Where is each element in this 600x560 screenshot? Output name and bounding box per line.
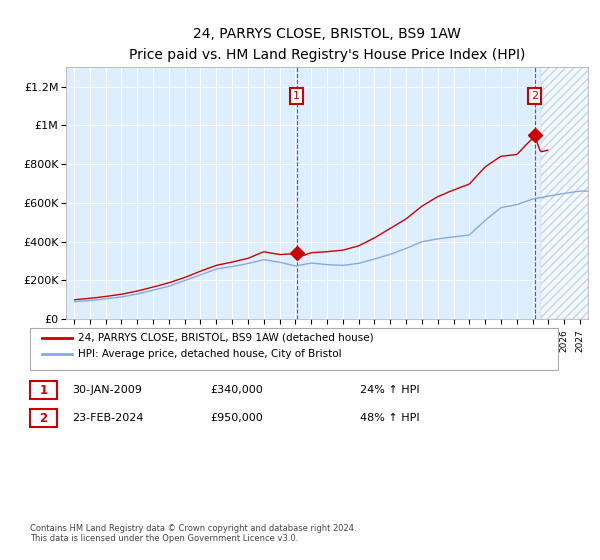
Text: 23-FEB-2024: 23-FEB-2024 xyxy=(72,413,143,423)
Text: 30-JAN-2009: 30-JAN-2009 xyxy=(72,385,142,395)
Text: £340,000: £340,000 xyxy=(210,385,263,395)
Text: 2: 2 xyxy=(531,91,538,101)
Text: 24% ↑ HPI: 24% ↑ HPI xyxy=(360,385,419,395)
Text: HPI: Average price, detached house, City of Bristol: HPI: Average price, detached house, City… xyxy=(78,349,341,360)
Text: 2: 2 xyxy=(40,412,47,425)
Text: £950,000: £950,000 xyxy=(210,413,263,423)
Text: 1: 1 xyxy=(293,91,300,101)
Title: 24, PARRYS CLOSE, BRISTOL, BS9 1AW
Price paid vs. HM Land Registry's House Price: 24, PARRYS CLOSE, BRISTOL, BS9 1AW Price… xyxy=(129,27,525,62)
Text: 24, PARRYS CLOSE, BRISTOL, BS9 1AW (detached house): 24, PARRYS CLOSE, BRISTOL, BS9 1AW (deta… xyxy=(78,333,374,343)
Text: Contains HM Land Registry data © Crown copyright and database right 2024.
This d: Contains HM Land Registry data © Crown c… xyxy=(30,524,356,543)
Text: 1: 1 xyxy=(40,384,47,397)
Text: 48% ↑ HPI: 48% ↑ HPI xyxy=(360,413,419,423)
